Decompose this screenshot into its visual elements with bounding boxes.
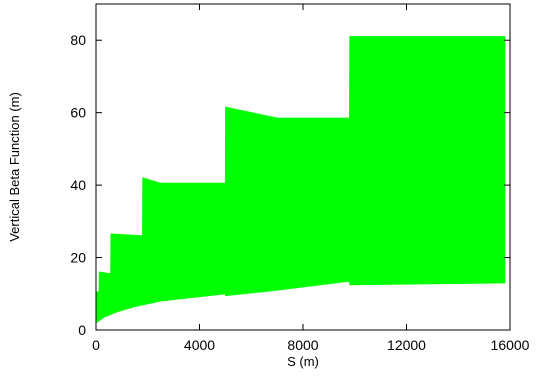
y-axis-label: Vertical Beta Function (m) bbox=[7, 92, 22, 242]
axis-ticks: 0 4000 8000 12000 16000 0 20 40 60 80 bbox=[70, 4, 530, 353]
y-tick-label: 80 bbox=[70, 32, 86, 48]
y-tick-label: 60 bbox=[70, 105, 86, 121]
x-tick-label: 8000 bbox=[287, 337, 318, 353]
plot-area bbox=[95, 36, 506, 324]
y-tick-label: 40 bbox=[70, 177, 86, 193]
y-tick-label: 20 bbox=[70, 250, 86, 266]
x-axis-label: S (m) bbox=[287, 354, 319, 369]
x-tick-label: 12000 bbox=[387, 337, 426, 353]
x-tick-label: 16000 bbox=[491, 337, 530, 353]
x-tick-label: 0 bbox=[92, 337, 100, 353]
x-tick-label: 4000 bbox=[184, 337, 215, 353]
y-tick-label: 0 bbox=[78, 322, 86, 338]
beta-envelope-area-0 bbox=[95, 36, 506, 324]
